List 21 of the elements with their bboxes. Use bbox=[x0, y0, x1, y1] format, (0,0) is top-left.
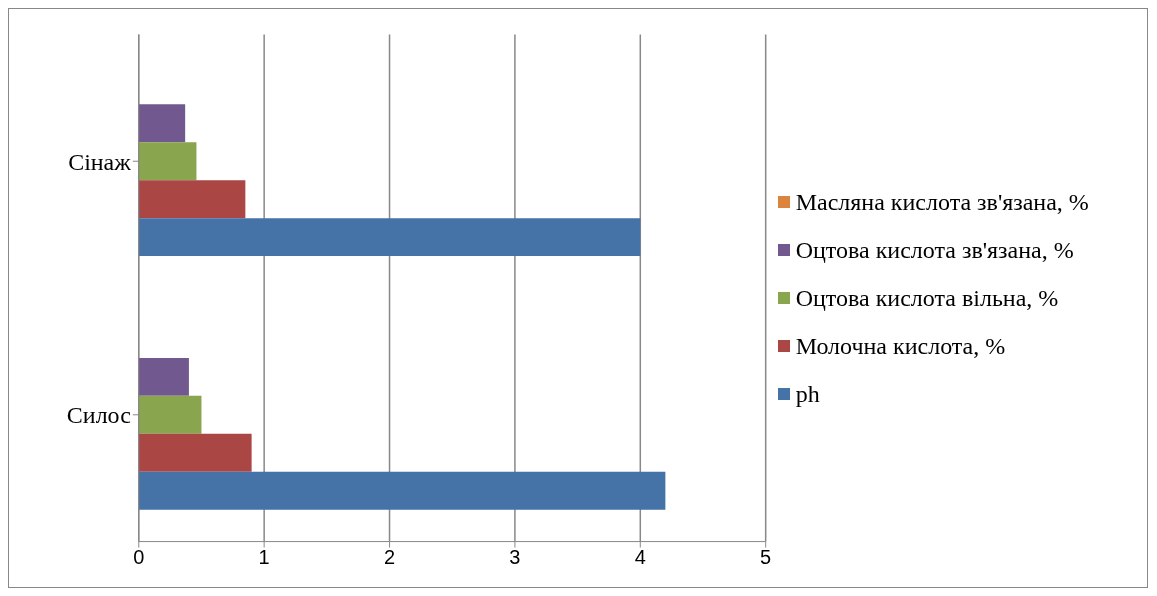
bar bbox=[138, 218, 641, 257]
legend-label: Оцтова кислота зв'язана, % bbox=[795, 236, 1074, 265]
legend-label: Молочна кислота, % bbox=[795, 332, 1006, 361]
legend-label: ph bbox=[795, 380, 820, 409]
legend-label: Оцтова кислота вільна, % bbox=[795, 284, 1059, 313]
x-tick-label: 5 bbox=[760, 545, 772, 568]
bar bbox=[138, 104, 186, 143]
bar bbox=[138, 471, 666, 510]
x-tick-label: 2 bbox=[383, 545, 396, 568]
bar bbox=[138, 142, 197, 181]
y-tick-label: Сінаж bbox=[68, 148, 132, 175]
legend-label: Масляна кислота зв'язана, % bbox=[795, 188, 1089, 217]
y-tick-label: Силос bbox=[66, 402, 131, 429]
bar bbox=[138, 395, 202, 434]
bar bbox=[138, 357, 189, 396]
bar bbox=[138, 433, 252, 472]
x-tick-label: 3 bbox=[509, 545, 521, 568]
x-tick-label: 0 bbox=[133, 545, 145, 568]
x-tick-label: 1 bbox=[258, 545, 270, 568]
x-tick-label: 4 bbox=[634, 545, 646, 568]
bar bbox=[138, 180, 246, 219]
